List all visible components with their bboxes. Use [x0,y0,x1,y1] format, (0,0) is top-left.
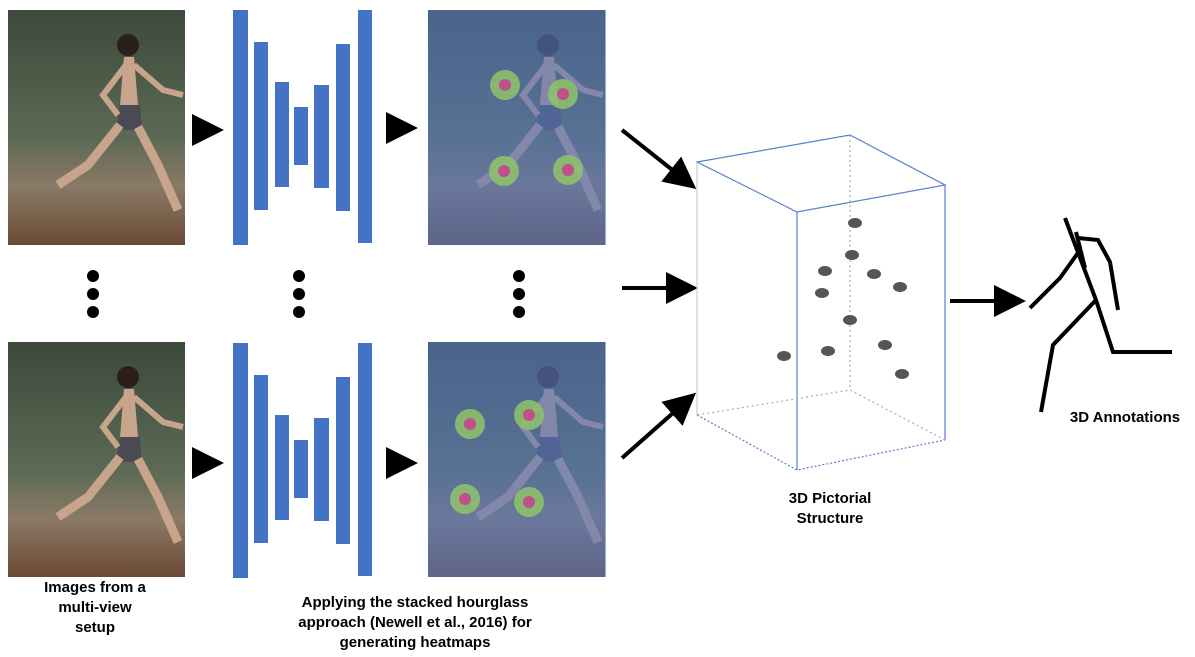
label-line: Images from a [44,579,146,596]
input-label: Images from a multi-view setup [44,579,146,636]
label-line: 3D Pictorial [789,490,872,507]
arrows [192,112,1026,479]
label-line: Applying the stacked hourglass [302,594,529,611]
label-line: generating heatmaps [340,634,491,651]
label-line: approach (Newell et al., 2016) for [298,614,532,631]
hourglass-label: Applying the stacked hourglass approach (… [298,594,532,651]
ellipsis-dots [87,270,525,318]
pictorial-label: 3D Pictorial Structure [789,490,872,527]
label-line: 3D Annotations [1070,409,1180,426]
pictorial-box [695,134,947,471]
heatmap-images [428,10,606,577]
label-line: Structure [797,510,864,527]
label-line: multi-view [58,599,132,616]
stick-figure [1028,217,1172,413]
output-label: 3D Annotations [1070,409,1180,426]
joint-spheres [777,218,909,379]
label-line: setup [75,619,115,636]
